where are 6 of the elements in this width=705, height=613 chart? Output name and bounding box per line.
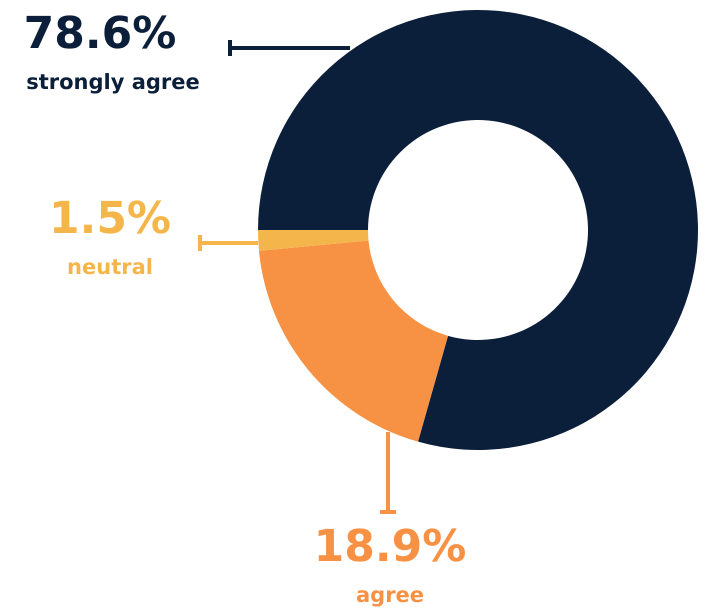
data-label: 18.9% xyxy=(314,521,466,572)
slice-label: agree xyxy=(356,583,424,607)
data-label: 78.6% xyxy=(24,8,176,59)
slice-label: neutral xyxy=(67,255,153,279)
slice-label: strongly agree xyxy=(26,70,200,94)
data-label: 1.5% xyxy=(48,193,172,244)
